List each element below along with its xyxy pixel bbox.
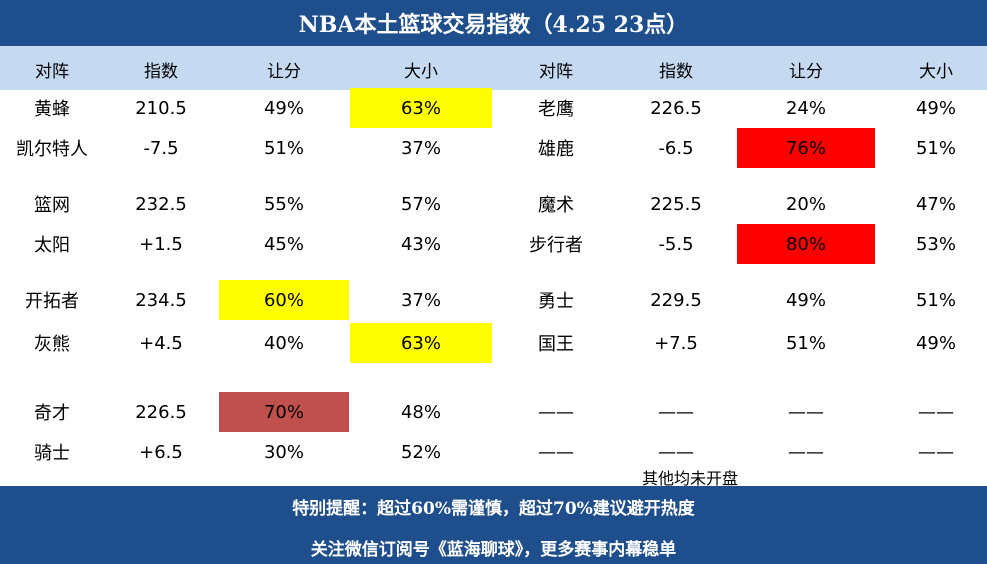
cell-total-r3-left: 57% [400,193,441,215]
cell-spread-r8-left: 30% [263,441,304,463]
cell-team-r7-left: 奇才 [34,403,70,424]
header-total-right: 大小 [919,61,953,82]
cell-spread-r1-left: 49% [263,97,304,119]
cell-team-r7-right: —— [538,401,574,423]
cell-total-r6-left: 63% [350,323,492,363]
cell-index-r1-left: 210.5 [135,97,187,119]
header-team-left: 对阵 [35,61,69,82]
cell-team-r2-left: 凯尔特人 [16,139,88,160]
cell-spread-r2-left: 51% [263,137,304,159]
cell-spread-r8-right: —— [788,441,824,463]
header-index-left: 指数 [144,61,178,82]
cell-spread-r7-right: —— [788,401,824,423]
cell-total-r6-right: 49% [915,332,956,354]
cell-total-r4-left: 43% [400,233,441,255]
cell-index-r4-left: +1.5 [139,233,183,255]
cell-spread-r5-right: 49% [785,289,826,311]
header-spread-right: 让分 [789,61,823,82]
cell-team-r5-right: 勇士 [538,291,574,312]
cell-total-r2-right: 51% [915,137,956,159]
cell-index-r1-right: 226.5 [650,97,702,119]
table-header [0,46,987,90]
cell-team-r3-right: 魔术 [538,195,574,216]
cell-total-r5-right: 51% [915,289,956,311]
cell-spread-r6-right: 51% [785,332,826,354]
cell-index-r3-right: 225.5 [650,193,702,215]
cell-index-r7-left: 226.5 [135,401,187,423]
cell-team-r2-right: 雄鹿 [538,139,574,160]
page-title: NBA本土篮球交易指数（4.25 23点） [0,0,987,46]
cell-index-r6-left: +4.5 [139,332,183,354]
cell-spread-r4-right: 80% [737,224,875,264]
cell-spread-r5-left: 60% [219,280,349,320]
cell-team-r4-right: 步行者 [529,235,583,256]
cell-spread-r3-right: 20% [785,193,826,215]
cell-index-r5-right: 229.5 [650,289,702,311]
footer-subscribe: 关注微信订阅号《蓝海聊球》，更多赛事内幕稳单 [310,540,677,560]
cell-spread-r1-right: 24% [785,97,826,119]
cell-total-r5-left: 37% [400,289,441,311]
header-spread-left: 让分 [267,61,301,82]
cell-spread-r3-left: 55% [263,193,304,215]
footer-banner: 特别提醒：超过60%需谨慎，超过70%建议避开热度 关注微信订阅号《蓝海聊球》，… [0,486,987,564]
cell-team-r1-left: 黄蜂 [34,99,70,120]
cell-index-r7-right: —— [658,401,694,423]
cell-total-r8-right: —— [918,441,954,463]
cell-index-r2-left: -7.5 [143,137,179,159]
cell-index-r3-left: 232.5 [135,193,187,215]
cell-index-r4-right: -5.5 [658,233,694,255]
cell-team-r4-left: 太阳 [34,235,70,256]
cell-total-r1-left: 63% [350,88,492,128]
cell-total-r4-right: 53% [915,233,956,255]
header-team-right: 对阵 [539,61,573,82]
cell-team-r1-right: 老鹰 [538,99,574,120]
not-open-note: 其他均未开盘 [641,469,738,488]
cell-index-r6-right: +7.5 [654,332,698,354]
cell-team-r8-right: —— [538,441,574,463]
cell-team-r3-left: 篮网 [34,195,70,216]
cell-team-r5-left: 开拓者 [25,291,79,312]
cell-team-r6-right: 国王 [538,334,574,355]
cell-spread-r2-right: 76% [737,128,875,168]
cell-spread-r6-left: 40% [263,332,304,354]
cell-total-r3-right: 47% [915,193,956,215]
cell-spread-r7-left: 70% [219,392,349,432]
cell-index-r8-left: +6.5 [139,441,183,463]
cell-total-r2-left: 37% [400,137,441,159]
cell-team-r6-left: 灰熊 [34,334,70,355]
cell-total-r7-left: 48% [400,401,441,423]
cell-index-r2-right: -6.5 [658,137,694,159]
cell-total-r7-right: —— [918,401,954,423]
cell-spread-r4-left: 45% [263,233,304,255]
cell-team-r8-left: 骑士 [34,443,70,464]
cell-total-r8-left: 52% [400,441,441,463]
cell-index-r5-left: 234.5 [135,289,187,311]
cell-index-r8-right: —— [658,441,694,463]
header-total-left: 大小 [404,61,438,82]
footer-warning: 特别提醒：超过60%需谨慎，超过70%建议避开热度 [292,499,695,519]
cell-total-r1-right: 49% [915,97,956,119]
header-index-right: 指数 [659,61,693,82]
